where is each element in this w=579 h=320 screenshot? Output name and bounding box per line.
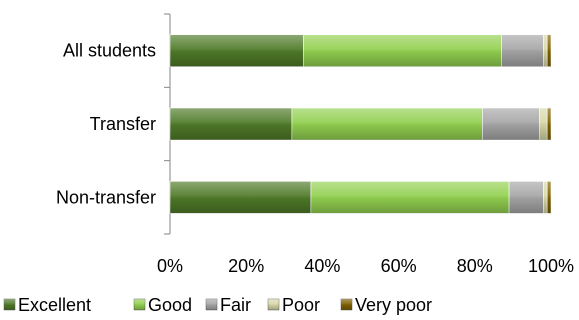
legend-label-poor: Poor (282, 295, 320, 315)
bar-sheen (543, 34, 548, 67)
legend-label-very-poor: Very poor (355, 295, 432, 315)
bar-sheen (547, 181, 551, 214)
category-label-all-students: All students (63, 41, 156, 61)
bar-sheen (547, 108, 551, 140)
bar-sheen (170, 108, 292, 140)
legend-label-excellent: Excellent (18, 295, 91, 315)
x-tick-label: 20% (228, 256, 264, 276)
bar-sheen (509, 181, 544, 214)
x-tick-label: 80% (457, 256, 493, 276)
bar-sheen (543, 181, 548, 214)
bar-sheen (482, 108, 540, 140)
x-tick-label: 0% (157, 256, 183, 276)
category-label-transfer: Transfer (90, 114, 156, 134)
category-label-non-transfer: Non-transfer (56, 187, 156, 207)
bars (169, 34, 552, 214)
bar-sheen (539, 108, 548, 140)
bar-sheen (170, 181, 311, 214)
legend-swatch-sheen (134, 299, 145, 310)
bar-sheen (547, 34, 551, 67)
x-tick-label: 40% (304, 256, 340, 276)
bar-sheen (291, 108, 483, 140)
legend-swatch-sheen (206, 299, 217, 310)
bar-sheen (501, 34, 544, 67)
legend-swatch-sheen (268, 299, 279, 310)
legend-label-good: Good (148, 295, 192, 315)
legend-label-fair: Fair (220, 295, 251, 315)
x-tick-label: 100% (528, 256, 574, 276)
legend-swatch-sheen (4, 299, 15, 310)
bar-sheen (310, 181, 510, 214)
axes (164, 13, 171, 235)
x-tick-label: 60% (381, 256, 417, 276)
legend-swatch-sheen (341, 299, 352, 310)
bar-sheen (170, 34, 304, 67)
x-tick-labels: 0% 20% 40% 60% 80% 100% (157, 256, 574, 276)
legend: Excellent Good Fair Poor Very poor (3, 295, 432, 315)
category-labels: All students Transfer Non-transfer (56, 41, 156, 208)
bar-sheen (303, 34, 502, 67)
